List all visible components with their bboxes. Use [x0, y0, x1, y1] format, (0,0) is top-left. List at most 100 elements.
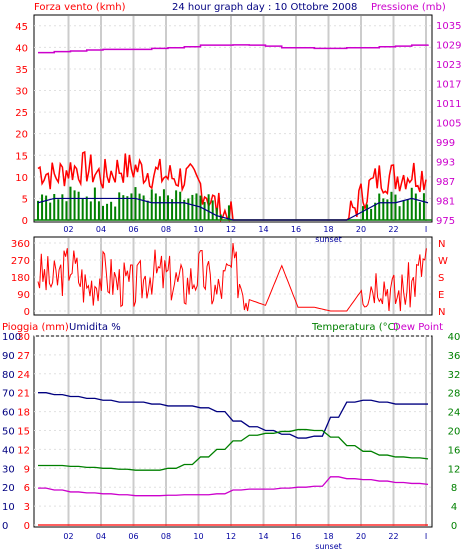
panel-frame-p1	[33, 14, 433, 223]
wind-tick-label: 30	[15, 87, 28, 98]
wind-direction-line	[37, 242, 427, 312]
x-tick-label: 08	[161, 532, 171, 541]
x-tick-label: 18	[323, 225, 333, 234]
pressure-line	[38, 44, 429, 54]
wind-tick-label: 0	[22, 216, 28, 227]
humidity-tick-label: 80	[2, 370, 15, 381]
wind-tick-label: 35	[15, 65, 28, 76]
rain-tick-label: 18	[17, 408, 30, 419]
dewpoint-line	[38, 476, 429, 497]
compass-label: N	[438, 239, 445, 250]
rain-tick-label: 6	[24, 483, 30, 494]
rain-tick-label: 27	[17, 351, 30, 362]
direction-tick-label: 90	[17, 290, 30, 301]
rain-tick-label: 30	[17, 332, 30, 343]
rain-tick-label: 15	[17, 427, 30, 438]
wind-speed-line	[37, 150, 427, 223]
pressure-tick-label: 993	[436, 158, 455, 169]
temperature-tick-label: 36	[448, 351, 461, 362]
x-tick-label: 18	[323, 532, 333, 541]
x-tick-label: 02	[63, 532, 73, 541]
pressure-tick-label: 1035	[436, 21, 461, 32]
x-tick-label: 22	[388, 532, 398, 541]
x-tick-label: 22	[388, 225, 398, 234]
pressure-axis-title: Pressione (mb)	[371, 2, 446, 13]
x-tick-label: 04	[96, 225, 106, 234]
x-tick-label: 10	[193, 532, 203, 541]
humidity-tick-label: 50	[2, 427, 15, 438]
x-tick-label: 12	[226, 532, 236, 541]
sunset-label: sunset	[315, 542, 342, 551]
direction-tick-label: 0	[24, 307, 30, 318]
direction-tick-label: 360	[11, 239, 30, 250]
x-tick-label: 16	[291, 532, 301, 541]
rain-tick-label: 21	[17, 389, 30, 400]
temperature-tick-label: 8	[451, 483, 457, 494]
x-tick-label: 12	[226, 225, 236, 234]
pressure-tick-label: 981	[436, 197, 455, 208]
wind-tick-label: 5	[22, 194, 28, 205]
wind-tick-label: 40	[15, 43, 28, 54]
temperature-tick-label: 0	[451, 521, 457, 532]
temperature-tick-label: 28	[448, 389, 461, 400]
temperature-tick-label: 4	[451, 502, 457, 513]
pressure-tick-label: 975	[436, 216, 455, 227]
chart-title: 24 hour graph day : 10 Ottobre 2008	[172, 2, 357, 13]
temperature-tick-label: 16	[448, 445, 461, 456]
temperature-tick-label: 12	[448, 464, 461, 475]
x-tick-label: 14	[258, 532, 268, 541]
wind-tick-label: 20	[15, 130, 28, 141]
rain-tick-label: 12	[17, 445, 30, 456]
rain-tick-label: 9	[24, 464, 30, 475]
rain-tick-label: 24	[17, 370, 30, 381]
sunset-label: sunset	[315, 235, 342, 244]
x-tick-label: 08	[161, 225, 171, 234]
x-tick-label: 06	[128, 532, 138, 541]
humidity-tick-label: 0	[2, 521, 8, 532]
x-tick-label: 20	[356, 532, 366, 541]
compass-label: E	[438, 290, 444, 301]
humidity-tick-label: 20	[2, 483, 15, 494]
pressure-tick-label: 987	[436, 177, 455, 188]
x-tick-label: 06	[128, 225, 138, 234]
x-tick-label: 16	[291, 225, 301, 234]
pressure-tick-label: 1023	[436, 60, 461, 71]
temperature-tick-label: 20	[448, 427, 461, 438]
temperature-tick-label: 32	[448, 370, 461, 381]
direction-tick-label: 180	[11, 273, 30, 284]
wind-tick-label: 10	[15, 173, 28, 184]
rain-axis-title: Pioggia (mm)	[2, 322, 69, 333]
x-tick-label: I	[425, 225, 427, 234]
humidity-axis-title: Umidita %	[69, 322, 121, 333]
wind-tick-label: 25	[15, 108, 28, 119]
x-tick-label: 20	[356, 225, 366, 234]
temperature-axis-title: Temperatura (°C)	[311, 322, 399, 333]
rain-tick-label: 3	[24, 502, 30, 513]
pressure-tick-label: 1029	[436, 41, 461, 52]
x-tick-label: 14	[258, 225, 268, 234]
wind-tick-label: 15	[15, 151, 28, 162]
humidity-line	[38, 392, 428, 439]
humidity-tick-label: 90	[2, 351, 15, 362]
pressure-tick-label: 1011	[436, 99, 461, 110]
pressure-tick-label: 999	[436, 138, 455, 149]
wind-tick-label: 45	[15, 22, 28, 33]
temperature-line	[38, 428, 429, 471]
direction-tick-label: 270	[11, 256, 30, 267]
pressure-tick-label: 1017	[436, 80, 461, 91]
x-tick-label: 10	[193, 225, 203, 234]
compass-label: N	[438, 307, 445, 318]
wind-axis-title: Forza vento (kmh)	[34, 2, 126, 13]
humidity-tick-label: 40	[2, 445, 15, 456]
pressure-tick-label: 1005	[436, 119, 461, 130]
x-tick-label: 04	[96, 532, 106, 541]
humidity-tick-label: 100	[2, 332, 21, 343]
x-tick-label: I	[425, 532, 427, 541]
x-tick-label: 02	[63, 225, 73, 234]
temperature-tick-label: 40	[448, 332, 461, 343]
wind-average-line	[37, 197, 429, 221]
panel-frame-p3	[33, 335, 433, 528]
dewpoint-axis-title: Dew Point	[393, 322, 443, 333]
